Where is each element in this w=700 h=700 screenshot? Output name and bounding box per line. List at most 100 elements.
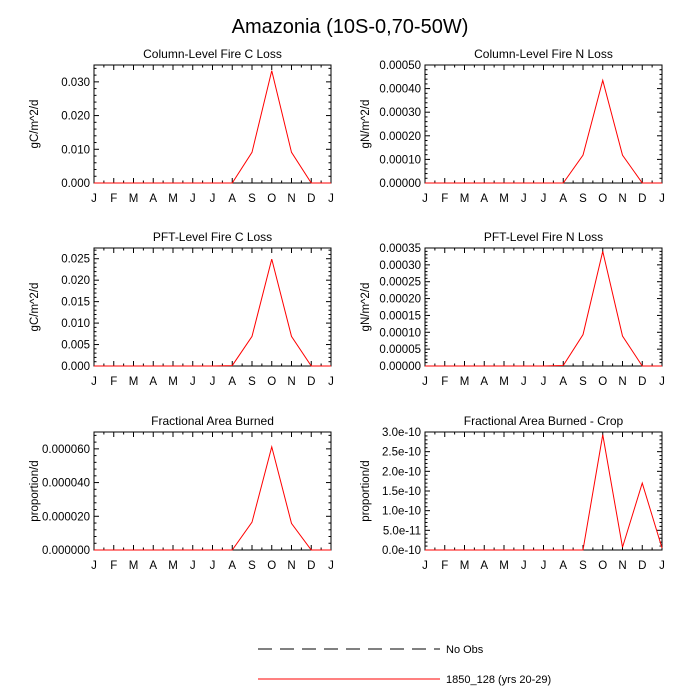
- x-tick-label: J: [210, 376, 216, 388]
- x-tick-label: N: [618, 560, 626, 572]
- y-tick-label: 1.5e-10: [382, 486, 421, 498]
- y-tick-label: 0.020: [61, 275, 90, 287]
- y-tick-label: 0.00005: [379, 344, 421, 356]
- x-tick-label: M: [168, 560, 178, 572]
- x-tick-label: M: [499, 193, 509, 205]
- x-tick-label: J: [210, 193, 216, 205]
- x-tick-label: F: [441, 193, 448, 205]
- y-tick-label: 1.0e-10: [382, 506, 421, 518]
- y-axis-label: gC/m^2/d: [29, 283, 41, 332]
- y-tick-label: 0.00010: [379, 327, 421, 339]
- x-tick-label: M: [499, 560, 509, 572]
- plot-frame: [93, 431, 332, 551]
- x-tick-label: N: [287, 560, 295, 572]
- plot-frame: [93, 64, 332, 184]
- x-tick-label: A: [228, 193, 236, 205]
- x-tick-label: S: [579, 193, 587, 205]
- x-tick-label: M: [129, 560, 139, 572]
- x-tick-label: J: [541, 193, 547, 205]
- legend: No Obs 1850_128 (yrs 20-29): [258, 644, 551, 686]
- legend-model-label: 1850_128 (yrs 20-29): [446, 674, 551, 686]
- y-tick-label: 0.00030: [379, 260, 421, 272]
- y-tick-label: 0.015: [61, 297, 90, 309]
- x-tick-label: N: [287, 376, 295, 388]
- y-tick-label: 0.00040: [379, 84, 421, 96]
- x-tick-label: S: [248, 560, 256, 572]
- y-tick-label: 0.00025: [379, 277, 421, 289]
- x-tick-label: N: [618, 193, 626, 205]
- x-tick-label: D: [638, 193, 646, 205]
- plot-frame: [93, 247, 332, 367]
- series-line: [94, 444, 331, 551]
- y-tick-label: 0.000000: [42, 545, 90, 557]
- x-tick-label: F: [441, 376, 448, 388]
- y-tick-label: 0.020: [61, 111, 90, 123]
- y-tick-label: 0.00030: [379, 107, 421, 119]
- y-tick-label: 0.000020: [42, 511, 90, 523]
- x-tick-label: M: [460, 193, 470, 205]
- x-tick-label: D: [638, 560, 646, 572]
- x-tick-label: D: [307, 376, 315, 388]
- chart-title: PFT-Level Fire C Loss: [153, 230, 272, 244]
- x-tick-label: A: [559, 560, 567, 572]
- y-tick-label: 0.000040: [42, 478, 90, 490]
- x-tick-label: M: [168, 193, 178, 205]
- y-axis-label: proportion/d: [29, 460, 41, 521]
- x-tick-label: J: [91, 193, 97, 205]
- x-tick-label: O: [267, 193, 276, 205]
- x-tick-label: O: [598, 560, 607, 572]
- x-tick-label: O: [598, 193, 607, 205]
- y-tick-label: 0.00000: [379, 361, 421, 373]
- series-line: [94, 70, 331, 184]
- x-tick-label: J: [328, 376, 334, 388]
- y-axis-label: proportion/d: [360, 460, 372, 521]
- y-tick-label: 5.0e-11: [383, 525, 421, 537]
- x-tick-label: F: [110, 193, 117, 205]
- legend-no-obs-label: No Obs: [446, 644, 484, 656]
- series-line: [425, 251, 662, 367]
- x-tick-label: D: [307, 193, 315, 205]
- chart-title: PFT-Level Fire N Loss: [484, 230, 603, 244]
- x-tick-label: S: [579, 560, 587, 572]
- series-line: [94, 259, 331, 367]
- x-tick-label: A: [480, 376, 488, 388]
- plot-frame: [424, 64, 663, 184]
- x-tick-label: A: [149, 376, 157, 388]
- x-tick-label: M: [129, 376, 139, 388]
- y-tick-label: 0.030: [61, 77, 90, 89]
- x-tick-label: J: [659, 193, 665, 205]
- x-tick-label: A: [559, 193, 567, 205]
- chart-title: Column-Level Fire C Loss: [143, 47, 282, 61]
- x-tick-label: S: [248, 376, 256, 388]
- x-tick-label: J: [659, 376, 665, 388]
- y-tick-label: 0.00015: [379, 310, 421, 322]
- y-tick-label: 2.5e-10: [382, 447, 421, 459]
- y-tick-label: 0.0e-10: [382, 545, 421, 557]
- y-tick-label: 0.000060: [42, 444, 90, 456]
- y-tick-label: 0.005: [61, 340, 90, 352]
- chart-panel-6: Fractional Area Burned - Crop proportion/…: [360, 414, 665, 572]
- y-tick-label: 0.00020: [379, 294, 421, 306]
- x-tick-label: J: [659, 560, 665, 572]
- x-tick-label: M: [460, 376, 470, 388]
- y-tick-label: 0.000: [61, 178, 90, 190]
- x-tick-label: J: [422, 193, 428, 205]
- x-tick-label: M: [499, 376, 509, 388]
- plot-frame: [424, 247, 663, 367]
- x-tick-label: F: [110, 560, 117, 572]
- y-tick-label: 3.0e-10: [382, 427, 421, 439]
- series-line: [425, 78, 662, 184]
- x-tick-label: J: [422, 376, 428, 388]
- x-tick-label: J: [521, 376, 527, 388]
- x-tick-label: A: [228, 560, 236, 572]
- x-tick-label: F: [441, 560, 448, 572]
- x-tick-label: M: [168, 376, 178, 388]
- x-tick-label: A: [480, 560, 488, 572]
- x-tick-label: J: [328, 193, 334, 205]
- y-tick-label: 0.000: [61, 361, 90, 373]
- x-tick-label: J: [91, 560, 97, 572]
